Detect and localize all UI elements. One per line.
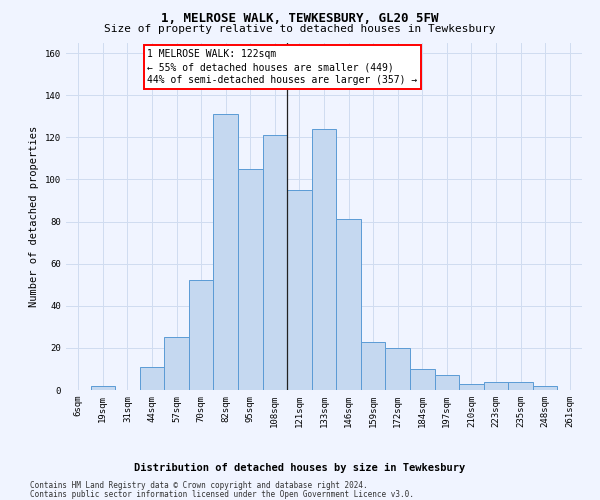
Bar xyxy=(385,348,410,390)
Bar xyxy=(189,280,214,390)
Text: Size of property relative to detached houses in Tewkesbury: Size of property relative to detached ho… xyxy=(104,24,496,34)
Bar xyxy=(434,376,459,390)
Bar xyxy=(140,367,164,390)
Bar xyxy=(214,114,238,390)
Bar xyxy=(533,386,557,390)
Bar xyxy=(164,338,189,390)
Bar xyxy=(336,220,361,390)
Bar xyxy=(361,342,385,390)
Bar xyxy=(312,129,336,390)
Bar xyxy=(410,369,434,390)
Bar xyxy=(263,135,287,390)
Text: 1 MELROSE WALK: 122sqm
← 55% of detached houses are smaller (449)
44% of semi-de: 1 MELROSE WALK: 122sqm ← 55% of detached… xyxy=(147,49,418,85)
Bar xyxy=(459,384,484,390)
Text: Contains HM Land Registry data © Crown copyright and database right 2024.: Contains HM Land Registry data © Crown c… xyxy=(30,481,368,490)
Bar xyxy=(508,382,533,390)
Text: 1, MELROSE WALK, TEWKESBURY, GL20 5FW: 1, MELROSE WALK, TEWKESBURY, GL20 5FW xyxy=(161,12,439,26)
Y-axis label: Number of detached properties: Number of detached properties xyxy=(29,126,40,307)
Bar xyxy=(238,169,263,390)
Text: Contains public sector information licensed under the Open Government Licence v3: Contains public sector information licen… xyxy=(30,490,414,499)
Bar xyxy=(484,382,508,390)
Bar xyxy=(91,386,115,390)
Text: Distribution of detached houses by size in Tewkesbury: Distribution of detached houses by size … xyxy=(134,462,466,472)
Bar xyxy=(287,190,312,390)
